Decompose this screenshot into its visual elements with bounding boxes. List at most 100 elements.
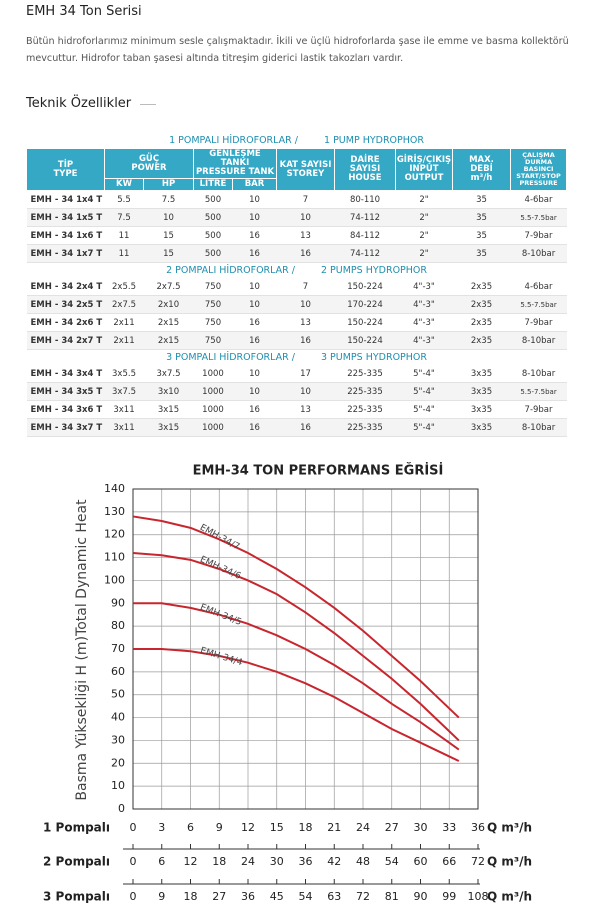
table-cell: 35 [452, 190, 511, 209]
header-line: POWER [131, 162, 167, 173]
table-row: EMH - 34 2x7 T 2x11 2x15 750 16 16 150-224 4"-3… [26, 331, 567, 350]
header-line: ÇALIŞMA [522, 151, 555, 159]
header-line: DURMA BASINCI [523, 158, 554, 173]
chart-title: EMH-34 TON PERFORMANS EĞRİSİ [193, 463, 444, 479]
table-cell: 2x5.5 [104, 278, 144, 296]
y-axis-label: Basma Yüksekliği H (m)Total Dynamic Heat [74, 499, 90, 801]
y-tick-label: 0 [118, 802, 125, 815]
divider [140, 104, 156, 105]
y-tick-label: 50 [111, 688, 125, 701]
curve [133, 602, 460, 751]
table-row: EMH - 34 2x5 T 2x7.5 2x10 750 10 10 170-224 4"-… [26, 295, 567, 314]
x-tick-label: 99 [442, 890, 456, 903]
x-axis-label: 3 Pompalı [43, 890, 110, 904]
table-row: EMH - 34 1x6 T 11 15 500 16 13 84-112 2" 35 7-9ba… [26, 226, 567, 245]
table-cell: EMH - 34 2x7 T [26, 331, 105, 350]
table-cell: 4"-3" [395, 313, 453, 332]
table-cell: 500 [193, 190, 233, 209]
table-cell: 5.5-7.5bar [510, 382, 567, 401]
table-cell: 16 [232, 331, 277, 350]
table-cell: 7 [276, 190, 335, 209]
table-cell: 3x11 [104, 400, 144, 419]
x-tick-label: 45 [270, 890, 284, 903]
table-cell: 11 [104, 226, 144, 245]
table-cell: 11 [104, 244, 144, 263]
header-line: m³/h [470, 173, 493, 183]
table-cell: EMH - 34 2x5 T [26, 295, 105, 314]
table-row: EMH - 34 3x5 T 3x7.5 3x10 1000 10 10 225-335 5"… [26, 382, 567, 401]
table-cell: 13 [276, 313, 335, 332]
table-cell: 225-335 [334, 418, 396, 437]
group-title-en: 3 PUMPS HYDROPHOR [320, 352, 427, 363]
table-cell: 2x10 [143, 295, 194, 314]
table-row: EMH - 34 3x6 T 3x11 3x15 1000 16 13 225-335 5"-… [26, 400, 567, 419]
table-cell: 1000 [193, 400, 233, 419]
curve-label: EMH-34/5 [198, 603, 242, 628]
table-cell: 10 [232, 295, 277, 314]
table-cell: 225-335 [334, 382, 396, 401]
y-tick-label: 110 [104, 551, 125, 564]
header-line: PRESSURE [519, 179, 558, 187]
table-cell: 13 [276, 226, 335, 245]
table-cell: 4"-3" [395, 278, 453, 296]
table-cell: 750 [193, 313, 233, 332]
table-cell: 3x35 [452, 365, 511, 383]
table-cell: 10 [232, 278, 277, 296]
table-cell: 35 [452, 208, 511, 227]
table-cell: 2x15 [143, 331, 194, 350]
y-tick-label: 40 [111, 711, 125, 724]
x-tick-label: 12 [184, 855, 198, 868]
x-tick-label: 18 [299, 821, 313, 834]
table-cell: 13 [276, 400, 335, 419]
x-axis-label: 1 Pompalı [43, 821, 110, 835]
table-cell: 4"-3" [395, 331, 453, 350]
table-cell: 15 [143, 226, 194, 245]
table-row: EMH - 34 1x7 T 11 15 500 16 16 74-112 2" 35 8-10b… [26, 244, 567, 263]
x-tick-label: 30 [414, 821, 428, 834]
x-tick-label: 81 [385, 890, 399, 903]
x-tick-label: 18 [184, 890, 198, 903]
table-cell: 1000 [193, 382, 233, 401]
table-cell: EMH - 34 3x6 T [26, 400, 105, 419]
table-cell: EMH - 34 3x5 T [26, 382, 105, 401]
table-cell: 2x15 [143, 313, 194, 332]
table-cell: 35 [452, 244, 511, 263]
subheader-cell: BAR [232, 178, 277, 191]
x-tick-label: 0 [130, 890, 137, 903]
x-tick-label: 30 [270, 855, 284, 868]
x-tick-label: 72 [356, 890, 370, 903]
header-line: DEBİ [470, 164, 493, 174]
table-cell: 10 [276, 295, 335, 314]
header-line: START/STOP [516, 172, 561, 180]
header-line: KAT SAYISI [279, 159, 332, 170]
table-cell: 4"-3" [395, 295, 453, 314]
group-title-row: 1 POMPALI HİDROFORLAR / 1 PUMP HYDROPHOR [27, 133, 567, 149]
x-tick-label: 72 [471, 855, 485, 868]
group-title-tr: 3 POMPALI HİDROFORLAR / [166, 352, 295, 363]
y-tick-label: 130 [104, 505, 125, 518]
table-cell: 170-224 [334, 295, 396, 314]
group-title-row: 2 POMPALI HİDROFORLAR / 2 PUMPS HYDROPHOR [27, 263, 567, 279]
table-cell: 3x35 [452, 400, 511, 419]
x-axis-label: 2 Pompalı [43, 855, 110, 869]
x-tick-label: 63 [327, 890, 341, 903]
y-tick-label: 90 [111, 596, 125, 609]
table-cell: 7-9bar [510, 226, 567, 245]
table-cell: 150-224 [334, 278, 396, 296]
subheader-cell: LİTRE [193, 178, 233, 191]
table-cell: 3x5.5 [104, 365, 144, 383]
table-cell: 10 [232, 190, 277, 209]
table-cell: 16 [232, 313, 277, 332]
x-axis-unit: Q m³/h [487, 890, 532, 904]
table-cell: 3x11 [104, 418, 144, 437]
table-cell: 16 [276, 244, 335, 263]
table-cell: 5"-4" [395, 365, 453, 383]
table-cell: 2x7.5 [143, 278, 194, 296]
table-cell: 5.5-7.5bar [510, 208, 567, 227]
table-cell: 74-112 [334, 244, 396, 263]
section-title: Teknik Özellikler [26, 96, 132, 111]
table-cell: 10 [232, 208, 277, 227]
x-tick-label: 6 [158, 855, 165, 868]
header-line: HOUSE [348, 173, 382, 183]
